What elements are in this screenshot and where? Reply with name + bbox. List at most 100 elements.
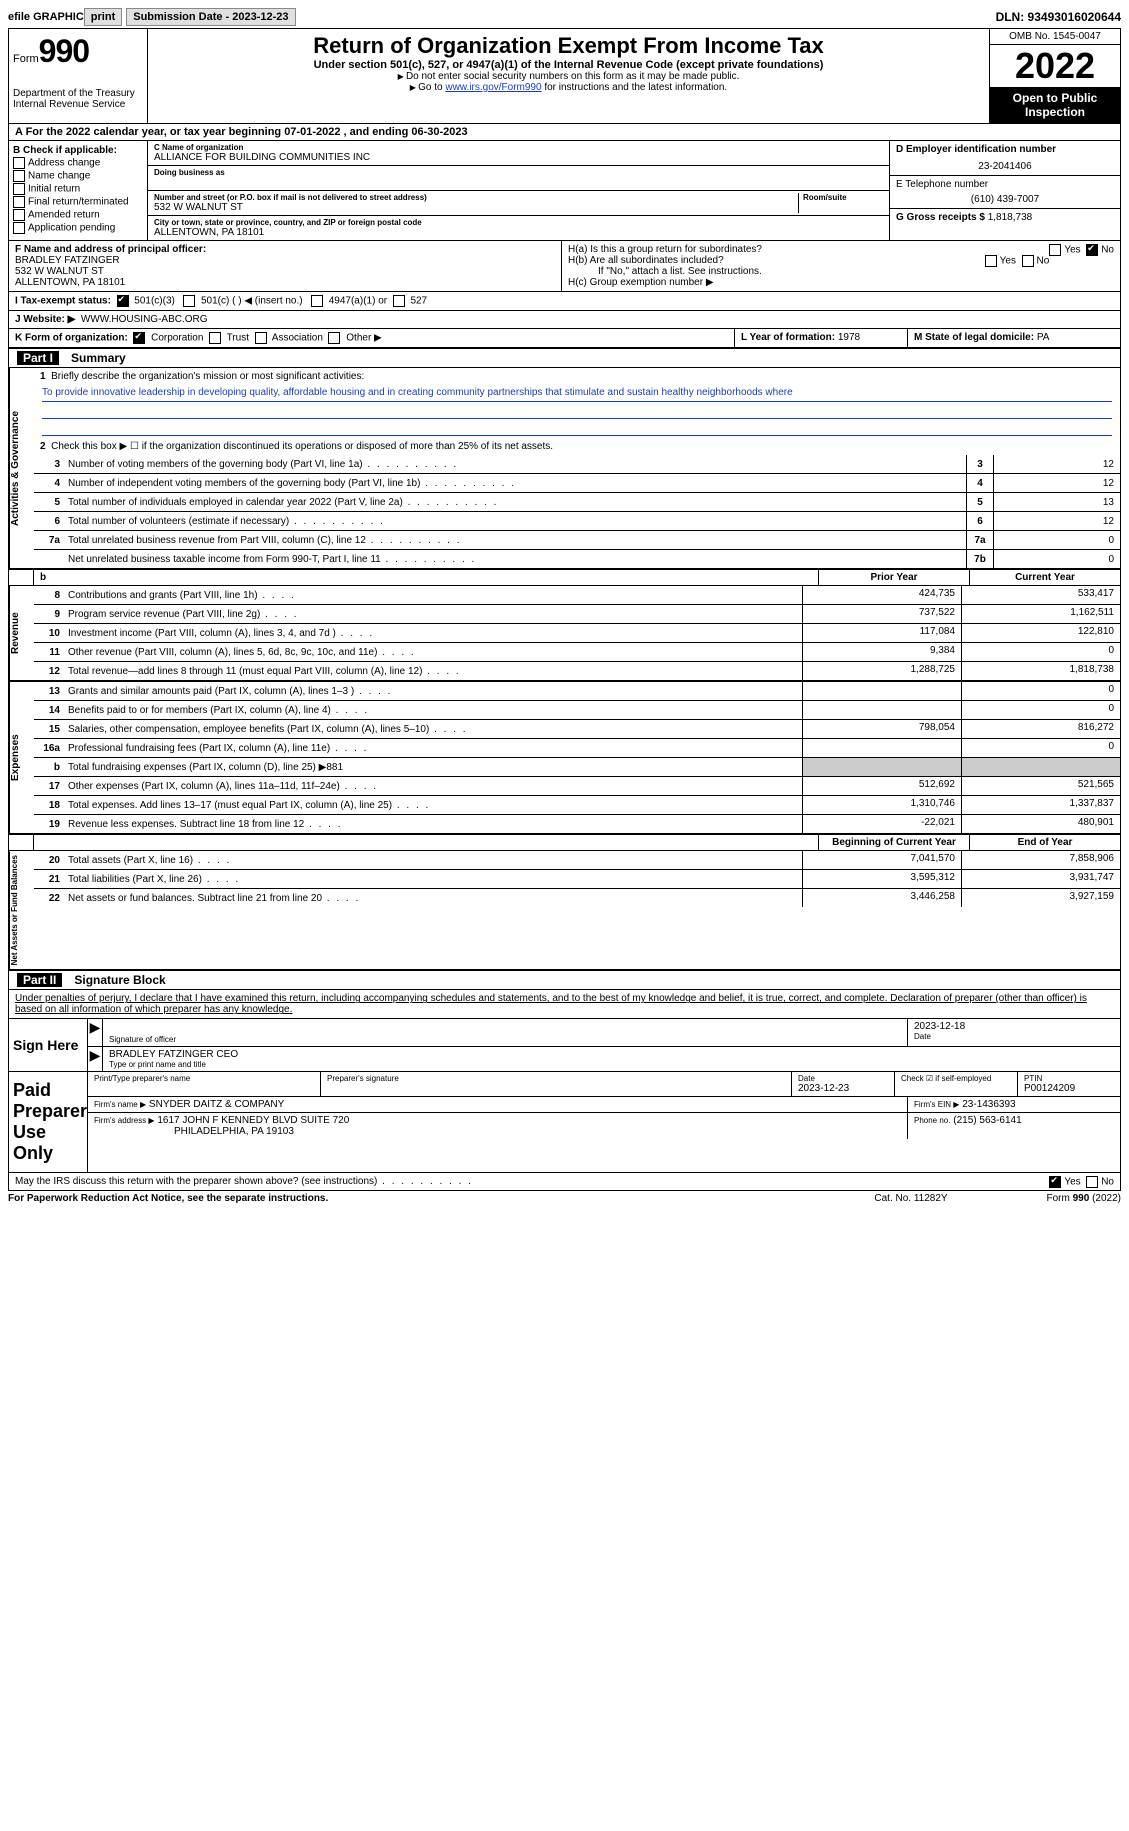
sig-name-title: BRADLEY FATZINGER CEO (109, 1049, 1114, 1060)
m-label: M State of legal domicile: (914, 332, 1034, 343)
hb-yes[interactable] (985, 255, 997, 267)
form-header: Form990 Department of the Treasury Inter… (9, 29, 1120, 124)
gross-value: 1,818,738 (988, 212, 1033, 223)
firm-name-label: Firm's name ▶ (94, 1100, 146, 1109)
k-o2: Association (272, 333, 323, 344)
data-line: 14 Benefits paid to or for members (Part… (34, 701, 1120, 720)
col-current: Current Year (969, 570, 1120, 585)
l-value: 1978 (838, 332, 860, 343)
i-527[interactable] (393, 295, 405, 307)
tax-year: 2022 (990, 45, 1120, 87)
mayirs-yes[interactable] (1049, 1176, 1061, 1188)
k-other[interactable] (328, 332, 340, 344)
city-label: City or town, state or province, country… (154, 218, 883, 227)
ha-yes[interactable] (1049, 244, 1061, 256)
addr-value: 532 W WALNUT ST (154, 202, 794, 213)
i-501c[interactable] (183, 295, 195, 307)
firm-name: SNYDER DAITZ & COMPANY (149, 1099, 284, 1110)
mayirs-no-lbl: No (1101, 1177, 1114, 1188)
header-sub3: Go to www.irs.gov/Form990 for instructio… (156, 82, 981, 93)
sig-officer-label: Signature of officer (109, 1035, 901, 1044)
col-d: D Employer identification number 23-2041… (889, 141, 1120, 240)
f-name: BRADLEY FATZINGER (15, 255, 120, 266)
q1: Briefly describe the organization's miss… (51, 371, 364, 382)
top-bar: efile GRAPHIC print Submission Date - 20… (8, 8, 1121, 26)
revenue-header: b Prior Year Current Year (9, 570, 1120, 586)
expenses-block: Expenses 13 Grants and similar amounts p… (9, 682, 1120, 835)
footer-left: For Paperwork Reduction Act Notice, see … (8, 1193, 851, 1204)
phone-label: E Telephone number (896, 179, 1114, 190)
vtab-revenue: Revenue (9, 586, 34, 680)
f-label: F Name and address of principal officer: (15, 244, 206, 255)
data-line: 8 Contributions and grants (Part VIII, l… (34, 586, 1120, 605)
col-b-label: B Check if applicable: (13, 145, 143, 156)
data-line: 11 Other revenue (Part VIII, column (A),… (34, 643, 1120, 662)
prep-date-label: Date (798, 1074, 888, 1083)
ha-no[interactable] (1086, 244, 1098, 256)
vtab-expenses: Expenses (9, 682, 34, 833)
sub3-pre: Go to (418, 82, 445, 93)
summary-line: 5 Total number of individuals employed i… (34, 493, 1120, 512)
check-self: Check ☑ if self-employed (901, 1074, 1011, 1083)
city-value: ALLENTOWN, PA 18101 (154, 227, 883, 238)
chk-name[interactable] (13, 170, 25, 182)
row-k: K Form of organization: Corporation Trus… (9, 329, 1120, 348)
i-o4: 527 (410, 296, 427, 307)
k-o3: Other ▶ (346, 333, 381, 344)
header-sub2: Do not enter social security numbers on … (156, 71, 981, 82)
mayirs-no[interactable] (1086, 1176, 1098, 1188)
k-assoc[interactable] (255, 332, 267, 344)
name-label: C Name of organization (154, 143, 883, 152)
part1-title: Summary (71, 351, 126, 365)
ein-value: 23-2041406 (896, 161, 1114, 172)
sig-date-label: Date (914, 1032, 1114, 1041)
h-section: H(a) Is this a group return for subordin… (562, 241, 1120, 291)
i-501c3[interactable] (117, 295, 129, 307)
irs-label: Internal Revenue Service (13, 99, 143, 110)
i-o1: 501(c)(3) (134, 296, 175, 307)
footer-right: Form 990 (2022) (971, 1193, 1121, 1204)
chk-address[interactable] (13, 157, 25, 169)
col-beg: Beginning of Current Year (818, 835, 969, 850)
col-c: C Name of organization ALLIANCE FOR BUIL… (148, 141, 889, 240)
i-4947[interactable] (311, 295, 323, 307)
footer-formnum: 990 (1073, 1193, 1090, 1204)
gross-label: G Gross receipts $ (896, 212, 985, 223)
part2-title: Signature Block (74, 973, 165, 987)
chk-amended[interactable] (13, 209, 25, 221)
submission-date-button[interactable]: Submission Date - 2023-12-23 (126, 8, 295, 26)
hc-label: H(c) Group exemption number ▶ (568, 277, 1114, 288)
mission-blank1 (42, 404, 1112, 419)
summary-line: 7a Total unrelated business revenue from… (34, 531, 1120, 550)
mayirs-yes-lbl: Yes (1064, 1177, 1080, 1188)
omb-label: OMB No. 1545-0047 (990, 29, 1120, 45)
type-label: Type or print name and title (109, 1060, 1114, 1069)
hb-note: If "No," attach a list. See instructions… (568, 266, 1114, 277)
chk-pending[interactable] (13, 222, 25, 234)
print-button[interactable]: print (84, 8, 122, 26)
ptin-label: PTIN (1024, 1074, 1114, 1083)
header-left: Form990 Department of the Treasury Inter… (9, 29, 148, 123)
lbl-amended: Amended return (28, 210, 100, 221)
ha-label: H(a) Is this a group return for subordin… (568, 244, 762, 255)
chk-initial[interactable] (13, 183, 25, 195)
ein-label: D Employer identification number (896, 144, 1114, 155)
data-line: 13 Grants and similar amounts paid (Part… (34, 682, 1120, 701)
irs-link[interactable]: www.irs.gov/Form990 (445, 82, 541, 93)
chk-final[interactable] (13, 196, 25, 208)
principal-officer: F Name and address of principal officer:… (9, 241, 562, 291)
part1-num: Part I (17, 351, 59, 365)
may-irs-text: May the IRS discuss this return with the… (15, 1176, 473, 1187)
k-corp[interactable] (133, 332, 145, 344)
summary-line: 6 Total number of volunteers (estimate i… (34, 512, 1120, 531)
netassets-header: Beginning of Current Year End of Year (9, 835, 1120, 851)
footer-center: Cat. No. 11282Y (851, 1193, 971, 1204)
hb-no[interactable] (1022, 255, 1034, 267)
prep-date: 2023-12-23 (798, 1083, 888, 1094)
data-line: 15 Salaries, other compensation, employe… (34, 720, 1120, 739)
col-b: B Check if applicable: Address change Na… (9, 141, 148, 240)
k-trust[interactable] (209, 332, 221, 344)
summary-line: 3 Number of voting members of the govern… (34, 455, 1120, 474)
calendar-line: A For the 2022 calendar year, or tax yea… (9, 124, 1120, 141)
firm-addr2: PHILADELPHIA, PA 19103 (174, 1126, 294, 1137)
